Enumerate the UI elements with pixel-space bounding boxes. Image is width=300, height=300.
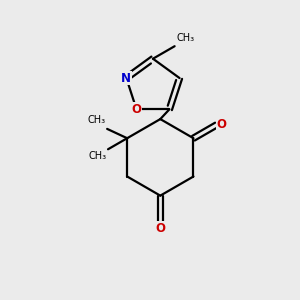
Text: CH₃: CH₃ (88, 116, 106, 125)
Text: N: N (121, 72, 131, 85)
Text: CH₃: CH₃ (88, 151, 106, 161)
Text: O: O (217, 118, 227, 131)
Text: O: O (131, 103, 142, 116)
Text: O: O (155, 221, 165, 235)
Text: CH₃: CH₃ (176, 33, 194, 43)
